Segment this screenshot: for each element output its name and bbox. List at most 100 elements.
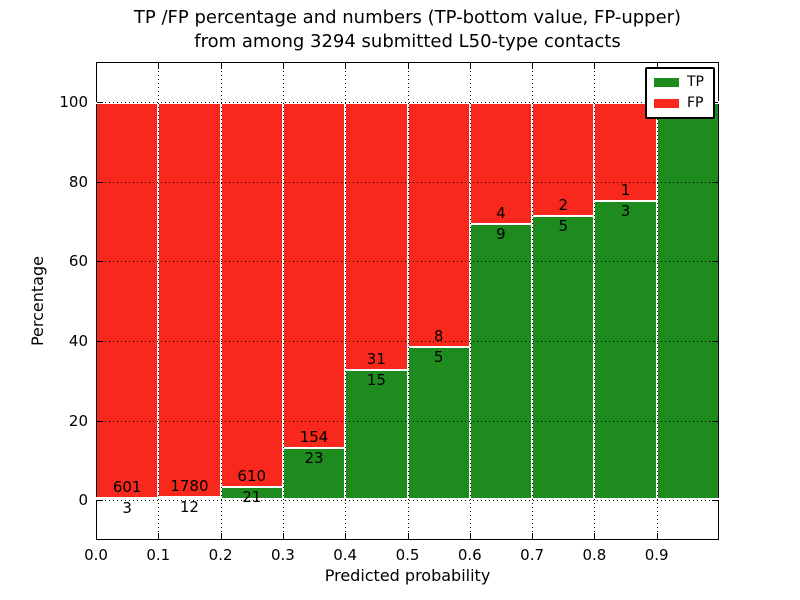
fp-bar-segment xyxy=(469,101,533,225)
x-tick-label: 0.4 xyxy=(333,546,358,564)
x-tick-bottom xyxy=(469,533,471,539)
legend-item-fp: FP xyxy=(654,95,706,112)
y-tick-left xyxy=(97,500,103,501)
x-tick-top xyxy=(532,63,534,69)
y-tick-label: 20 xyxy=(68,411,88,430)
ticks-layer xyxy=(97,63,718,539)
fp-count-label: 1 xyxy=(620,181,631,200)
tp-legend-swatch-icon xyxy=(654,78,679,87)
x-tick-label: 0.2 xyxy=(208,546,233,564)
fp-bar-segment xyxy=(345,101,408,371)
tp-bar-segment xyxy=(407,346,470,501)
fp-count-label: 154 xyxy=(299,428,329,447)
fp-legend-swatch-icon xyxy=(654,99,679,108)
y-gridline xyxy=(97,421,718,422)
y-tick-right xyxy=(712,500,718,501)
x-tick-bottom xyxy=(594,533,596,539)
fp-bar-segment xyxy=(532,101,595,216)
tp-count-label: 5 xyxy=(433,347,444,366)
x-tick-bottom xyxy=(532,533,534,539)
y-tick-label: 40 xyxy=(68,331,88,350)
y-tick-right xyxy=(712,421,718,422)
x-tick-top xyxy=(345,63,347,69)
x-tick-top xyxy=(407,63,409,69)
x-tick-top xyxy=(594,63,596,69)
fp-bar-segment xyxy=(407,101,470,347)
fp-count-label: 610 xyxy=(237,466,267,485)
x-gridline xyxy=(407,63,409,539)
tp-count-label: 15 xyxy=(366,371,386,390)
fp-count-label: 8 xyxy=(433,326,444,345)
y-tick-label: 80 xyxy=(68,172,88,191)
x-tick-label: 0.3 xyxy=(270,546,295,564)
chart-title-line1: TP /FP percentage and numbers (TP-bottom… xyxy=(133,7,682,28)
x-gridline xyxy=(220,63,222,539)
tp-bar-segment xyxy=(220,486,283,501)
bar-labels-layer: 601317801261021154233115854925137 xyxy=(97,63,718,539)
bar-boundary-edge xyxy=(532,214,595,217)
y-tick-left xyxy=(97,341,103,342)
fp-legend-label: FP xyxy=(687,95,704,111)
chart-title-line2: from among 3294 submitted L50-type conta… xyxy=(194,31,621,52)
fp-count-label: 31 xyxy=(366,350,386,369)
y-tick-right xyxy=(712,341,718,342)
legend-item-tp: TP xyxy=(654,74,706,91)
tp-count-label: 9 xyxy=(496,225,506,244)
fp-count-label: 1780 xyxy=(170,477,209,496)
x-gridline xyxy=(594,63,596,539)
tp-count-label: 3 xyxy=(620,202,631,221)
x-tick-label: 0.8 xyxy=(582,546,607,564)
x-gridline xyxy=(345,63,347,539)
y-tick-label: 0 xyxy=(78,491,88,510)
fp-count-label: 4 xyxy=(496,204,506,223)
x-tick-label: 0.7 xyxy=(520,546,545,564)
fp-bar-segment xyxy=(97,101,159,499)
y-tick-right xyxy=(712,261,718,262)
y-tick-left xyxy=(97,421,103,422)
bar-boundary-edge xyxy=(282,447,346,450)
tp-count-label: 23 xyxy=(304,449,324,468)
legend: TP FP xyxy=(645,67,715,119)
tp-bar-segment xyxy=(532,215,595,501)
fp-count-label: 2 xyxy=(558,195,569,214)
x-tick-top xyxy=(469,63,471,69)
gridlines-layer xyxy=(97,63,718,539)
bar-boundary-edge xyxy=(345,369,408,372)
tp-bar-segment xyxy=(594,201,657,501)
x-tick-top xyxy=(656,63,658,69)
x-tick-label: 0.0 xyxy=(84,546,108,564)
tp-count-label: 3 xyxy=(122,499,132,518)
x-tick-label: 0.5 xyxy=(395,546,420,564)
x-tick-bottom xyxy=(220,533,222,539)
x-gridline xyxy=(158,63,160,539)
tp-bar-segment xyxy=(656,101,718,501)
y-tick-left xyxy=(97,261,103,262)
tp-bar-segment xyxy=(345,370,408,501)
y-tick-left xyxy=(97,182,103,183)
y-tick-label: 100 xyxy=(59,92,88,111)
tp-count-label: 21 xyxy=(242,487,262,506)
x-tick-bottom xyxy=(158,533,160,539)
bar-boundary-edge xyxy=(158,496,221,499)
y-gridline xyxy=(97,261,718,262)
y-tick-left xyxy=(97,102,103,103)
tp-count-label: 5 xyxy=(558,216,569,235)
x-tick-label: 0.6 xyxy=(457,546,482,564)
y-gridline xyxy=(97,102,718,103)
x-gridline xyxy=(656,63,658,539)
fp-bar-segment xyxy=(220,101,283,487)
x-tick-top xyxy=(158,63,160,69)
x-tick-label: 0.1 xyxy=(146,546,171,564)
fp-bar-segment xyxy=(158,101,221,498)
x-tick-top xyxy=(220,63,222,69)
x-tick-bottom xyxy=(345,533,347,539)
x-tick-bottom xyxy=(407,533,409,539)
y-gridline xyxy=(97,500,718,501)
x-axis-label: Predicted probability xyxy=(324,566,491,585)
tp-bar-segment xyxy=(469,224,533,501)
x-tick-bottom xyxy=(656,533,658,539)
x-gridline xyxy=(532,63,534,539)
fp-count-label: 601 xyxy=(112,478,142,497)
bar-boundary-edge xyxy=(220,485,283,488)
